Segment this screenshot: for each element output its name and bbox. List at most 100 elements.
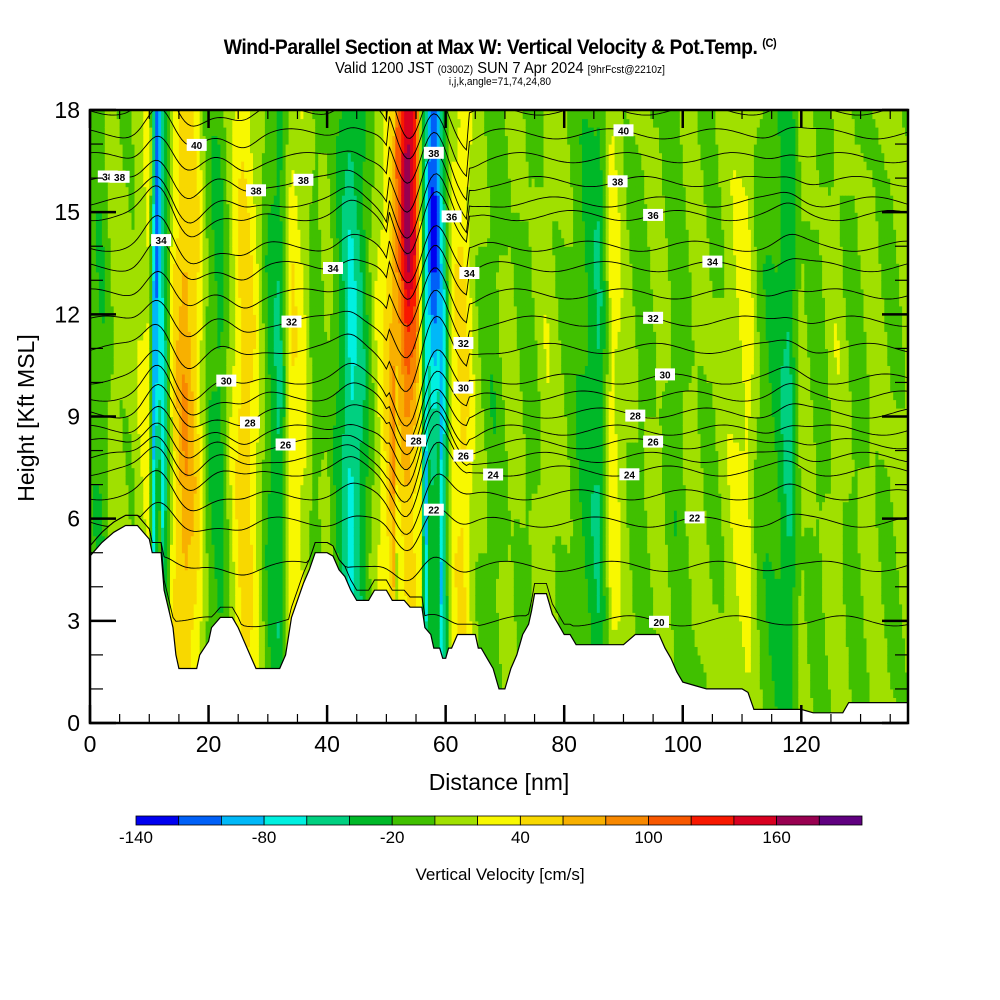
field-cell xyxy=(167,476,171,486)
field-cell xyxy=(134,450,139,460)
field-cell xyxy=(146,322,150,332)
field-cell xyxy=(90,433,94,443)
field-cell xyxy=(128,127,133,137)
field-cell xyxy=(104,510,109,520)
field-cell xyxy=(137,467,141,477)
field-cell xyxy=(173,203,177,213)
field-cell xyxy=(187,118,192,128)
field-cell xyxy=(164,476,168,486)
field-cell xyxy=(158,229,162,239)
field-cell xyxy=(104,203,109,213)
field-cell xyxy=(107,484,112,494)
field-cell xyxy=(164,527,168,537)
field-cell xyxy=(181,629,186,639)
field-cell xyxy=(95,408,100,418)
field-cell xyxy=(152,399,156,409)
field-cell xyxy=(137,152,141,162)
field-cell xyxy=(110,331,115,341)
field-cell xyxy=(113,229,118,239)
field-cell xyxy=(164,152,168,162)
field-cell xyxy=(173,314,177,324)
field-cell xyxy=(140,339,144,349)
field-cell xyxy=(134,365,139,375)
field-cell xyxy=(113,161,118,171)
field-cell xyxy=(101,459,106,469)
field-cell xyxy=(146,263,150,273)
field-cell xyxy=(110,195,115,205)
field-cell xyxy=(107,527,112,537)
field-cell xyxy=(146,476,150,486)
field-cell xyxy=(90,263,94,273)
field-cell xyxy=(187,493,192,503)
field-cell xyxy=(181,459,186,469)
field-cell xyxy=(173,331,177,341)
field-cell xyxy=(98,339,103,349)
field-cell xyxy=(181,637,186,647)
field-cell xyxy=(184,314,189,324)
field-cell xyxy=(152,476,156,486)
field-cell xyxy=(155,493,159,503)
field-cell xyxy=(116,348,121,358)
field-cell xyxy=(158,356,162,366)
field-cell xyxy=(173,382,177,392)
field-cell xyxy=(143,246,147,256)
field-cell xyxy=(173,484,177,494)
field-cell xyxy=(131,212,136,222)
field-cell xyxy=(143,186,147,196)
field-cell xyxy=(167,212,171,222)
field-cell xyxy=(119,271,124,281)
field-cell xyxy=(93,110,97,120)
field-cell xyxy=(158,425,162,435)
field-cell xyxy=(181,356,186,366)
field-cell xyxy=(137,476,141,486)
field-cell xyxy=(149,484,153,494)
field-cell xyxy=(119,212,124,222)
field-cell xyxy=(93,220,97,230)
field-cell xyxy=(98,178,103,188)
field-cell xyxy=(143,467,147,477)
field-cell xyxy=(173,561,177,571)
field-cell xyxy=(155,169,159,179)
field-cell xyxy=(175,186,180,196)
field-cell xyxy=(131,229,136,239)
field-cell xyxy=(164,229,168,239)
field-cell xyxy=(110,510,115,520)
field-cell xyxy=(128,135,133,145)
field-cell xyxy=(193,271,198,281)
field-cell xyxy=(131,195,136,205)
field-cell xyxy=(98,127,103,137)
field-cell xyxy=(193,603,198,613)
field-cell xyxy=(184,391,189,401)
field-cell xyxy=(146,212,150,222)
field-cell xyxy=(149,476,153,486)
field-cell xyxy=(161,356,165,366)
field-cell xyxy=(101,373,106,383)
field-cell xyxy=(134,144,139,154)
field-cell xyxy=(187,178,192,188)
field-cell xyxy=(164,518,168,528)
field-cell xyxy=(101,144,106,154)
field-cell xyxy=(184,322,189,332)
field-cell xyxy=(128,442,133,452)
field-cell xyxy=(143,408,147,418)
field-cell xyxy=(90,305,94,315)
field-cell xyxy=(170,510,174,520)
field-cell xyxy=(173,110,177,120)
field-cell xyxy=(178,467,183,477)
field-cell xyxy=(190,161,195,171)
field-cell xyxy=(193,220,198,230)
field-cell xyxy=(119,339,124,349)
field-cell xyxy=(178,271,183,281)
field-cell xyxy=(90,271,94,281)
field-cell xyxy=(152,356,156,366)
field-cell xyxy=(173,322,177,332)
field-cell xyxy=(175,331,180,341)
field-cell xyxy=(128,331,133,341)
field-cell xyxy=(90,493,94,503)
field-cell xyxy=(170,586,174,596)
field-cell xyxy=(187,459,192,469)
field-cell xyxy=(161,476,165,486)
field-cell xyxy=(125,484,130,494)
field-cell xyxy=(155,476,159,486)
field-cell xyxy=(175,229,180,239)
